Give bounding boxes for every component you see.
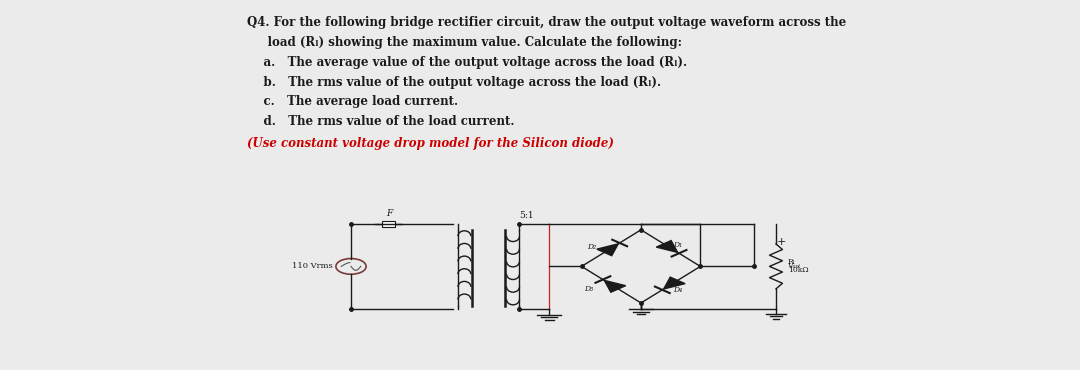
Text: 5:1: 5:1: [519, 211, 535, 220]
Text: D₄: D₄: [674, 286, 683, 294]
Text: (Use constant voltage drop model for the Silicon diode): (Use constant voltage drop model for the…: [246, 137, 613, 151]
Bar: [382, 221, 395, 227]
Text: D₃: D₃: [584, 285, 593, 293]
Text: F: F: [386, 209, 392, 218]
Polygon shape: [664, 277, 685, 289]
Text: load (Rₗ) showing the maximum value. Calculate the following:: load (Rₗ) showing the maximum value. Cal…: [246, 36, 681, 49]
Polygon shape: [597, 244, 618, 256]
Text: D₁: D₁: [674, 241, 683, 249]
Polygon shape: [657, 240, 677, 252]
Text: Rₗ: Rₗ: [788, 258, 796, 266]
Text: +: +: [777, 237, 786, 247]
Text: 110 Vrms: 110 Vrms: [292, 262, 333, 270]
Text: Vₒₓₜ: Vₒₓₜ: [788, 262, 801, 270]
Text: b.   The rms value of the output voltage across the load (Rₗ).: b. The rms value of the output voltage a…: [246, 77, 661, 90]
Text: c.   The average load current.: c. The average load current.: [246, 95, 458, 108]
Text: Q4. For the following bridge rectifier circuit, draw the output voltage waveform: Q4. For the following bridge rectifier c…: [246, 16, 846, 28]
Polygon shape: [605, 280, 625, 292]
Text: D₂: D₂: [588, 243, 596, 251]
Text: d.   The rms value of the load current.: d. The rms value of the load current.: [246, 115, 514, 128]
Text: a.   The average value of the output voltage across the load (Rₗ).: a. The average value of the output volta…: [246, 56, 687, 69]
Text: 10kΩ: 10kΩ: [788, 266, 809, 274]
